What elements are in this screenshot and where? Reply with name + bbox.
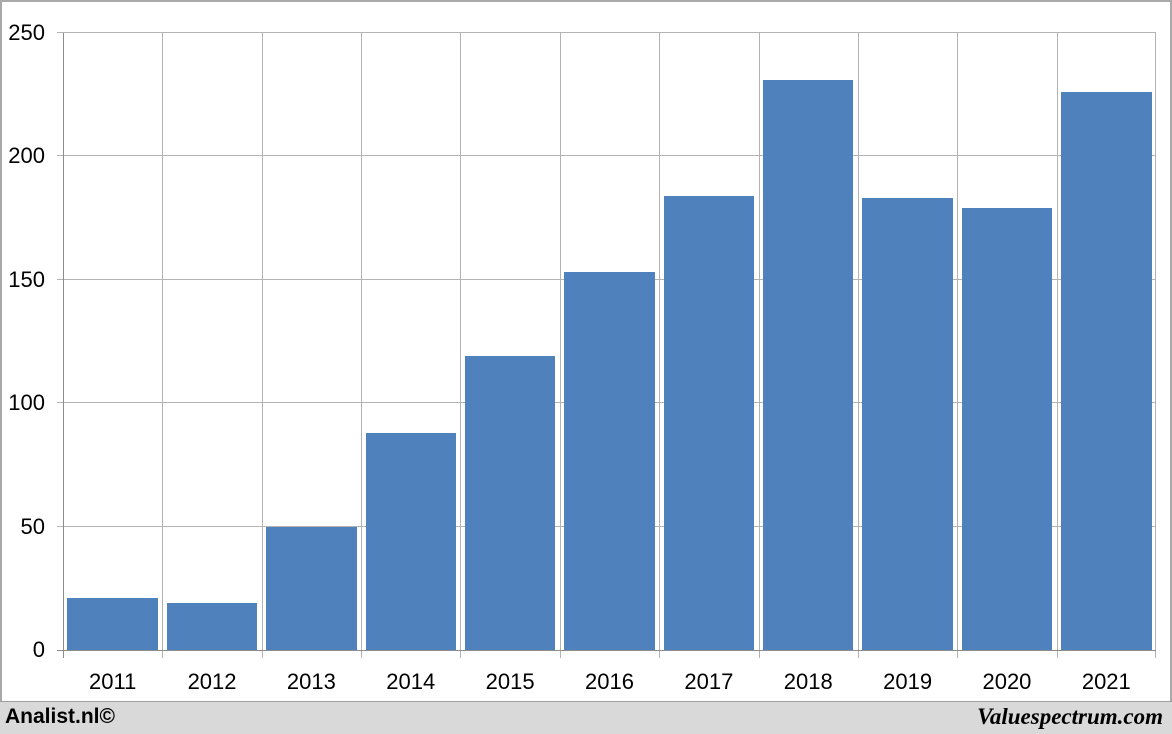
- analist-credit: Analist.nl©: [5, 705, 115, 728]
- bar-2012: [166, 603, 258, 650]
- bar-2014: [365, 432, 456, 650]
- gridline-x-4: [460, 33, 461, 658]
- x-axis-label-2021: 2021: [1081, 669, 1131, 694]
- x-axis-line: [57, 650, 1156, 651]
- gridline-x-6: [659, 33, 660, 658]
- x-axis-label-2014: 2014: [386, 669, 436, 694]
- bar-2013: [266, 526, 357, 650]
- y-axis-label-250: 250: [8, 20, 45, 45]
- gridline-x-10: [1057, 33, 1058, 658]
- bar-2019: [862, 198, 953, 650]
- y-axis-label-150: 150: [8, 266, 45, 292]
- x-axis-label-2018: 2018: [783, 669, 833, 694]
- y-axis-label-50: 50: [20, 513, 45, 539]
- x-axis-label-2015: 2015: [485, 669, 535, 694]
- x-axis-label-2011: 2011: [89, 669, 137, 694]
- gridline-y-200: [57, 155, 1156, 157]
- attribution-bar: Analist.nl© Valuespectrum.com: [0, 701, 1172, 734]
- bar-2017: [663, 195, 755, 650]
- x-axis-label-2016: 2016: [585, 669, 634, 694]
- bar-2018: [763, 79, 854, 650]
- bar-2021: [1061, 92, 1152, 650]
- gridline-x-9: [957, 33, 958, 658]
- y-axis-line: [63, 33, 64, 658]
- valuespectrum-credit: Valuespectrum.com: [977, 704, 1163, 729]
- bar-2020: [961, 208, 1053, 650]
- plot-area: [57, 32, 1156, 658]
- bar-2015: [464, 356, 556, 650]
- y-axis-label-200: 200: [8, 143, 45, 169]
- bar-2016: [564, 272, 655, 650]
- x-axis-label-2013: 2013: [286, 669, 336, 694]
- x-axis-label-2019: 2019: [883, 669, 933, 694]
- gridline-x-2: [262, 33, 263, 658]
- x-axis-label-2017: 2017: [684, 669, 734, 694]
- gridline-x-11: [1155, 33, 1156, 658]
- gridline-y-250: [57, 32, 1156, 33]
- x-axis-label-2020: 2020: [982, 669, 1032, 694]
- gridline-x-1: [162, 33, 163, 658]
- gridline-x-8: [858, 33, 859, 658]
- x-axis-label-2012: 2012: [187, 669, 237, 694]
- y-axis-label-100: 100: [8, 390, 45, 416]
- gridline-x-3: [361, 33, 362, 658]
- bar-2011: [67, 598, 158, 650]
- gridline-x-7: [759, 33, 760, 658]
- chart-canvas: 0 50 100 150 200 250 2011 2012 2013 2014 2015 2016 2…: [0, 0, 1172, 701]
- y-axis-label-0: 0: [32, 637, 45, 662]
- gridline-x-5: [560, 33, 561, 658]
